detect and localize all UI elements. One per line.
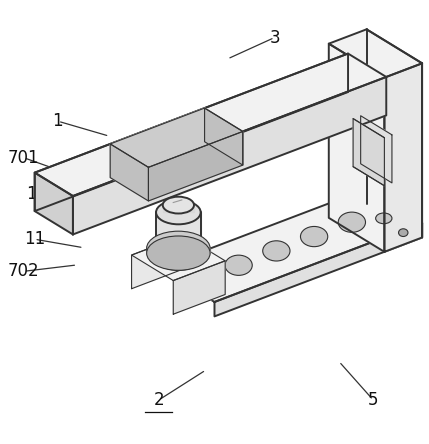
Polygon shape — [132, 235, 184, 289]
Text: 3: 3 — [269, 28, 280, 47]
Ellipse shape — [300, 226, 328, 247]
Text: 10: 10 — [26, 185, 47, 203]
Polygon shape — [361, 116, 392, 183]
Polygon shape — [329, 44, 384, 252]
Text: 702: 702 — [8, 262, 39, 280]
Ellipse shape — [156, 246, 201, 270]
Polygon shape — [384, 63, 422, 252]
Polygon shape — [205, 108, 243, 165]
Polygon shape — [173, 261, 225, 314]
Polygon shape — [110, 144, 148, 201]
Polygon shape — [159, 189, 422, 302]
Polygon shape — [73, 77, 386, 234]
Ellipse shape — [263, 241, 290, 261]
Text: 2: 2 — [154, 391, 164, 409]
Ellipse shape — [376, 213, 392, 224]
Polygon shape — [35, 54, 386, 196]
Polygon shape — [132, 235, 225, 281]
Text: 11: 11 — [24, 230, 45, 248]
Polygon shape — [148, 131, 243, 201]
Ellipse shape — [163, 197, 194, 214]
Ellipse shape — [399, 229, 408, 237]
Text: 1: 1 — [53, 112, 63, 130]
Ellipse shape — [147, 236, 210, 270]
Ellipse shape — [156, 200, 201, 224]
Ellipse shape — [225, 255, 252, 275]
Polygon shape — [35, 173, 73, 234]
Polygon shape — [163, 205, 194, 212]
Ellipse shape — [147, 231, 210, 266]
Text: 5: 5 — [368, 391, 378, 409]
Text: 4: 4 — [368, 106, 378, 124]
Polygon shape — [147, 248, 210, 253]
Polygon shape — [353, 119, 384, 186]
Polygon shape — [214, 223, 422, 317]
Polygon shape — [35, 54, 348, 211]
Polygon shape — [329, 29, 422, 78]
Text: 701: 701 — [8, 149, 39, 166]
Polygon shape — [156, 212, 201, 258]
Ellipse shape — [338, 212, 366, 232]
Polygon shape — [110, 108, 243, 167]
Polygon shape — [366, 189, 422, 238]
